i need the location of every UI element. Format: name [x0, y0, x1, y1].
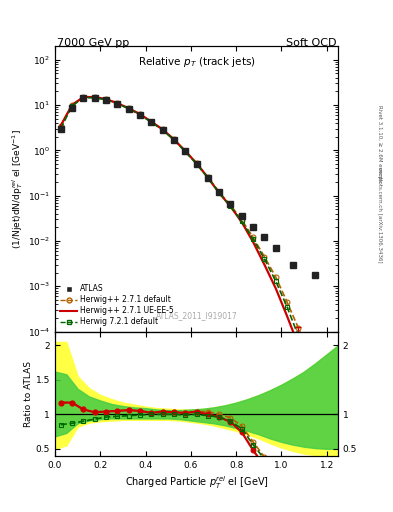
Text: mcplots.cern.ch [arXiv:1306.3436]: mcplots.cern.ch [arXiv:1306.3436] [377, 167, 382, 263]
Text: Rivet 3.1.10, ≥ 2.6M events: Rivet 3.1.10, ≥ 2.6M events [377, 105, 382, 182]
Text: Relative $p_T$ (track jets): Relative $p_T$ (track jets) [138, 55, 255, 69]
Text: 7000 GeV pp: 7000 GeV pp [57, 38, 129, 49]
Legend: ATLAS, Herwig++ 2.7.1 default, Herwig++ 2.7.1 UE-EE-5, Herwig 7.2.1 default: ATLAS, Herwig++ 2.7.1 default, Herwig++ … [59, 283, 176, 328]
Text: Soft QCD: Soft QCD [286, 38, 336, 49]
Y-axis label: (1/Njet)dN/dp$^{rel}_{T}$ el [GeV$^{-1}$]: (1/Njet)dN/dp$^{rel}_{T}$ el [GeV$^{-1}$… [10, 129, 25, 249]
X-axis label: Charged Particle $p^{rel}_{T}$ el [GeV]: Charged Particle $p^{rel}_{T}$ el [GeV] [125, 474, 268, 490]
Y-axis label: Ratio to ATLAS: Ratio to ATLAS [24, 360, 33, 426]
Text: ATLAS_2011_I919017: ATLAS_2011_I919017 [156, 311, 237, 320]
